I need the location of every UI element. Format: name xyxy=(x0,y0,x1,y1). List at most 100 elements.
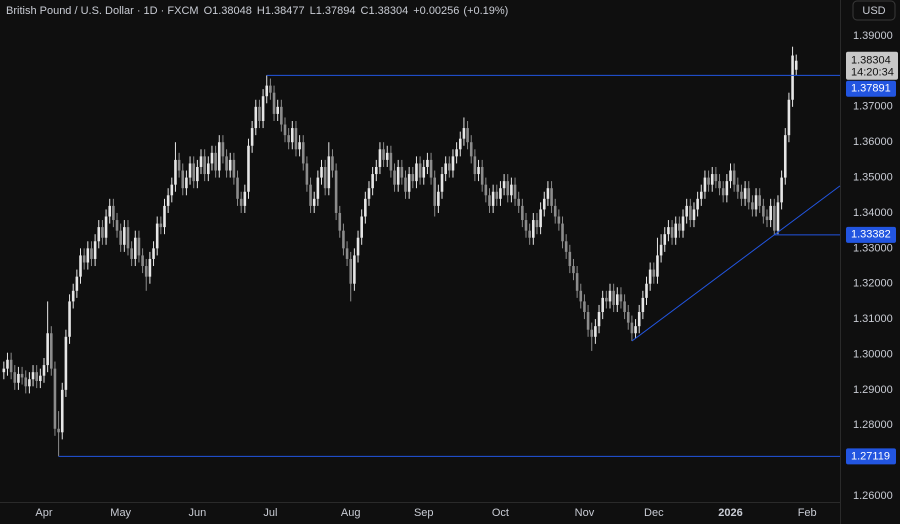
candle-body xyxy=(371,174,374,189)
candle-body xyxy=(521,205,524,221)
candle-body xyxy=(605,297,608,302)
x-tick-label: Nov xyxy=(575,507,595,519)
candle-body xyxy=(239,198,243,206)
candle-body xyxy=(2,368,6,373)
candle-body xyxy=(762,205,765,217)
candle-body xyxy=(155,223,159,249)
ohlc-letter: L xyxy=(310,5,316,17)
candle-body xyxy=(473,156,477,175)
candle-body xyxy=(137,237,141,256)
level-label: 1.37891 xyxy=(851,83,891,95)
candle-body xyxy=(82,255,86,263)
candle-body xyxy=(123,227,126,245)
candle-body xyxy=(60,389,64,433)
candle-body xyxy=(619,294,623,302)
candle-body xyxy=(101,227,104,238)
y-tick-label: 1.30000 xyxy=(853,348,893,360)
x-tick-label: May xyxy=(110,507,131,519)
candle-body xyxy=(696,198,699,210)
candle-body xyxy=(396,166,400,185)
candle-body xyxy=(46,333,49,366)
candle-body xyxy=(236,177,239,199)
candle-body xyxy=(166,195,170,206)
level-label: 1.33382 xyxy=(851,229,891,241)
candle-body xyxy=(49,333,53,369)
candle-body xyxy=(524,220,528,231)
candle-body xyxy=(301,142,305,164)
candle-body xyxy=(681,216,685,231)
candle-body xyxy=(192,163,196,182)
candle-body xyxy=(214,152,217,171)
candle-body xyxy=(765,216,769,221)
change-value: +0.00256 xyxy=(413,5,459,17)
candle-body xyxy=(221,142,225,157)
candle-body xyxy=(455,149,458,157)
y-tick-label: 1.31000 xyxy=(853,313,893,325)
candle-body xyxy=(656,255,659,277)
candle-body xyxy=(542,198,546,210)
candle-body xyxy=(444,163,447,175)
candle-body xyxy=(699,191,703,199)
candle-body xyxy=(513,184,517,199)
candle-body xyxy=(276,106,279,114)
candle-body xyxy=(228,159,232,171)
candle-body xyxy=(692,209,696,221)
ohlc-value: 1.38304 xyxy=(368,5,408,17)
candle-body xyxy=(579,290,583,302)
ohlc-legend: British Pound / U.S. Dollar · 1D · FXCM O… xyxy=(6,5,508,17)
candle-body xyxy=(31,372,35,380)
candle-body xyxy=(659,244,663,256)
candle-body xyxy=(685,205,688,217)
candle-body xyxy=(564,241,568,252)
candle-body xyxy=(725,181,729,196)
candle-body xyxy=(323,166,327,189)
currency-button[interactable] xyxy=(852,0,896,21)
candle-body xyxy=(217,142,221,171)
candle-body xyxy=(462,128,466,139)
candle-body xyxy=(480,166,484,185)
candle-body xyxy=(590,329,594,337)
candle-body xyxy=(557,216,561,224)
currency-label[interactable]: USD xyxy=(862,5,885,17)
x-tick-label: Sep xyxy=(414,507,434,519)
y-tick-label: 1.29000 xyxy=(853,384,893,396)
candle-body xyxy=(309,184,312,206)
candle-body xyxy=(517,198,520,206)
candle-body xyxy=(674,223,678,238)
candle-body xyxy=(502,181,506,189)
candle-body xyxy=(294,128,298,150)
candle-body xyxy=(634,326,637,334)
candle-body xyxy=(535,220,539,228)
candle-body xyxy=(652,269,656,277)
candle-body xyxy=(291,128,294,143)
y-tick-label: 1.37000 xyxy=(853,101,893,113)
candle-body xyxy=(305,163,309,185)
candle-body xyxy=(736,184,740,192)
candle-body xyxy=(648,269,652,284)
candle-body xyxy=(39,375,42,382)
candle-body xyxy=(254,106,258,129)
candle-body xyxy=(612,290,615,305)
candle-body xyxy=(630,322,634,334)
candle-body xyxy=(133,237,137,259)
candle-body xyxy=(364,198,367,217)
level-label: 1.27119 xyxy=(851,450,890,462)
candle-body xyxy=(667,227,670,235)
last-price-label: 1.38304 xyxy=(851,55,891,67)
candle-body xyxy=(269,85,272,93)
candle-body xyxy=(97,227,101,242)
change-percent: (+0.19%) xyxy=(463,5,508,17)
candle-body xyxy=(575,273,579,291)
candle-body xyxy=(407,174,411,192)
candle-body xyxy=(203,156,206,175)
candle-body xyxy=(345,248,349,259)
candle-body xyxy=(327,156,331,189)
x-tick-label: Jul xyxy=(263,507,277,519)
candle-body xyxy=(196,166,199,182)
candle-body xyxy=(207,163,210,175)
candle-body xyxy=(243,191,247,206)
candle-body xyxy=(17,373,20,383)
candle-body xyxy=(546,188,550,199)
candle-body xyxy=(678,223,681,231)
ohlc-value: 1.38477 xyxy=(265,5,305,17)
